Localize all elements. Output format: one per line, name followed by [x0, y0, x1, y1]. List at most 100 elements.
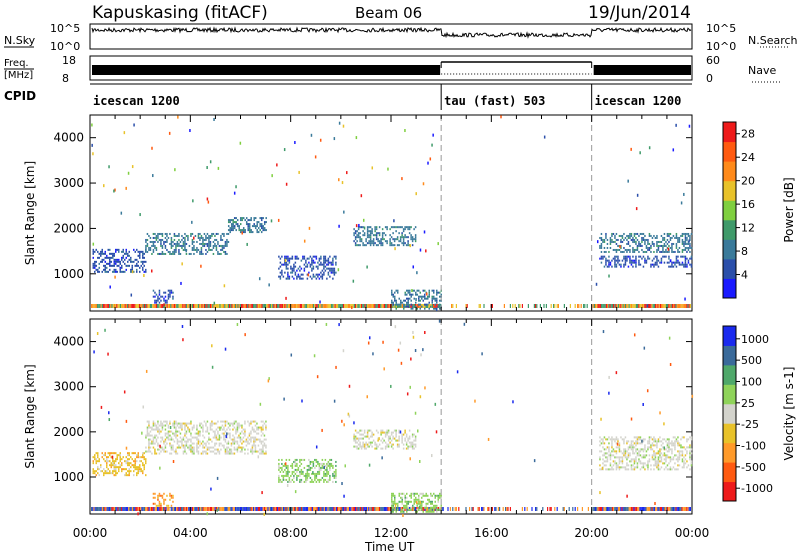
echo-cell: [241, 450, 243, 453]
ground-scatter-cell: [171, 304, 173, 308]
echo-cell: [196, 424, 198, 427]
echo-cell: [617, 440, 619, 443]
echo-cell: [615, 452, 618, 455]
ground-scatter-cell: [401, 304, 403, 308]
ground-scatter-cell: [434, 507, 436, 511]
sparse-echo-cell: [663, 446, 666, 450]
echo-cell: [106, 270, 108, 273]
ground-scatter-cell: [381, 507, 383, 511]
echo-cell: [311, 478, 313, 481]
echo-cell: [411, 443, 414, 446]
echo-cell: [173, 238, 176, 241]
echo-cell: [294, 462, 297, 465]
echo-cell: [644, 448, 646, 451]
echo-cell: [398, 443, 400, 446]
echo-cell: [208, 438, 210, 441]
echo-cell: [651, 438, 654, 441]
ground-scatter-cell: [455, 304, 457, 308]
ground-scatter-cell: [100, 304, 102, 308]
echo-cell: [668, 261, 670, 264]
echo-cell: [398, 431, 400, 434]
sparse-echo-cell: [422, 348, 424, 352]
echo-cell: [262, 225, 264, 228]
echo-cell: [639, 468, 642, 471]
ground-scatter-cell: [367, 304, 369, 308]
echo-cell: [178, 426, 180, 429]
ground-scatter-cell: [289, 304, 291, 308]
ground-scatter-cell: [687, 507, 689, 511]
ground-scatter-cell: [419, 304, 421, 308]
echo-cell: [683, 466, 685, 469]
echo-cell: [418, 303, 420, 306]
ground-scatter-cell: [97, 304, 99, 308]
echo-cell: [224, 438, 227, 441]
ground-scatter-cell: [556, 507, 558, 511]
ground-scatter-cell: [147, 304, 149, 308]
echo-cell: [323, 273, 325, 276]
echo-cell: [224, 244, 227, 247]
echo-cell: [239, 450, 242, 453]
ground-scatter-cell: [182, 507, 184, 511]
ground-scatter-cell: [550, 304, 552, 308]
echo-cell: [175, 428, 177, 431]
echo-cell: [312, 267, 315, 270]
echo-cell: [434, 303, 436, 306]
echo-cell: [196, 250, 198, 253]
echo-cell: [265, 420, 267, 423]
sparse-echo-cell: [103, 184, 105, 188]
echo-cell: [326, 466, 328, 469]
echo-cell: [256, 432, 258, 435]
echo-cell: [633, 259, 636, 262]
echo-cell: [104, 472, 107, 475]
echo-cell: [671, 242, 673, 245]
echo-cell: [433, 504, 435, 507]
echo-cell: [145, 458, 147, 461]
echo-cell: [356, 431, 358, 434]
echo-cell: [193, 436, 195, 439]
echo-cell: [369, 230, 372, 233]
echo-cell: [371, 230, 373, 233]
echo-cell: [605, 250, 607, 253]
echo-cell: [386, 242, 388, 245]
echo-cell: [407, 502, 409, 505]
echo-cell: [190, 422, 192, 425]
echo-cell: [323, 267, 325, 270]
echo-cell: [119, 460, 122, 463]
echo-cell: [669, 468, 672, 471]
echo-cell: [407, 236, 409, 239]
echo-cell: [152, 424, 155, 427]
echo-cell: [430, 492, 432, 495]
echo-cell: [110, 252, 113, 255]
echo-cell: [293, 480, 295, 483]
echo-cell: [175, 426, 177, 429]
echo-cell: [320, 271, 322, 274]
echo-cell: [636, 248, 639, 251]
echo-cell: [119, 458, 122, 461]
echo-cell: [263, 422, 266, 425]
ground-scatter-cell: [596, 507, 598, 511]
echo-cell: [128, 472, 131, 475]
echo-cell: [615, 263, 618, 266]
echo-cell: [636, 244, 639, 247]
echo-cell: [113, 252, 116, 255]
echo-cell: [602, 440, 604, 443]
echo-cell: [617, 456, 619, 459]
cpid-segment-label: tau (fast) 503: [444, 94, 545, 108]
ground-scatter-cell: [207, 507, 209, 511]
echo-cell: [142, 464, 144, 467]
echo-cell: [175, 436, 177, 439]
echo-cell: [170, 444, 173, 447]
x-axis: 00:00 04:00 08:00 12:00 16:00 20:00 00:00: [73, 526, 710, 540]
echo-cell: [122, 260, 125, 263]
echo-cell: [684, 236, 687, 239]
echo-cell: [611, 440, 613, 443]
echo-cell: [665, 248, 667, 251]
echo-cell: [618, 448, 621, 451]
ground-scatter-cell: [363, 304, 365, 308]
ground-scatter-cell: [355, 507, 357, 511]
colorbar-tick-label: 500: [741, 354, 762, 367]
echo-cell: [424, 506, 426, 509]
sparse-echo-cell: [401, 177, 403, 181]
ground-scatter-cell: [345, 304, 347, 308]
echo-cell: [140, 250, 143, 253]
